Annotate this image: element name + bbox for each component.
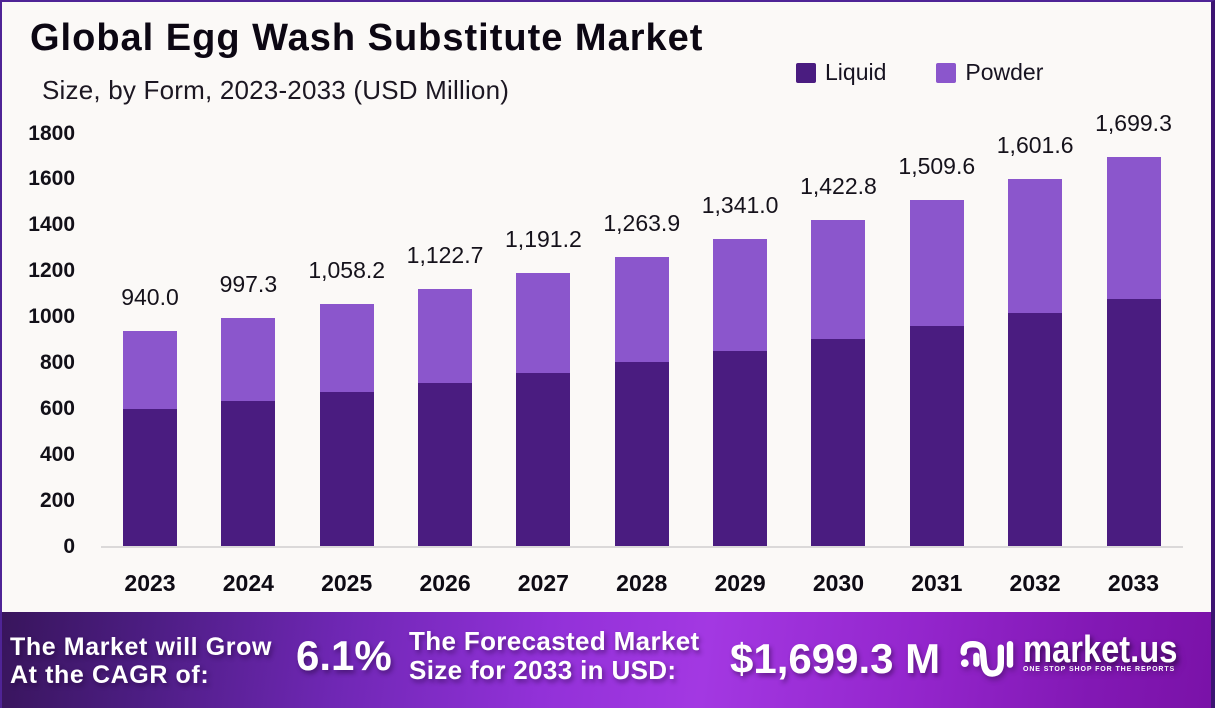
bar-2029-powder <box>713 238 768 351</box>
y-axis-tick-1800: 1800 <box>28 121 75 145</box>
x-axis-tick-2029: 2029 <box>714 570 766 596</box>
bar-2033-liquid <box>1106 298 1161 547</box>
marketus-logo: market.us ONE STOP SHOP FOR THE REPORTS <box>958 628 1203 678</box>
forecast-value: $1,699.3 M <box>730 635 941 682</box>
legend-swatch-powder <box>936 62 957 83</box>
footer-banner: The Market will Grow At the CAGR of: 6.1… <box>2 612 1211 708</box>
x-axis-line <box>101 546 1183 548</box>
bar-2025-liquid <box>319 392 374 547</box>
bar-total-label-2025: 1,058.2 <box>308 256 386 283</box>
x-axis-tick-2024: 2024 <box>222 570 274 596</box>
bar-2029-liquid <box>713 350 768 547</box>
legend-label-powder: Powder <box>965 59 1044 85</box>
x-axis-tick-2030: 2030 <box>812 570 865 596</box>
x-axis-tick-2023: 2023 <box>124 570 176 596</box>
bar-total-label-2026: 1,122.7 <box>406 241 484 268</box>
x-axis-tick-2025: 2025 <box>321 570 373 596</box>
brand-tagline: ONE STOP SHOP FOR THE REPORTS <box>1023 666 1176 673</box>
x-axis-tick-2026: 2026 <box>419 570 471 596</box>
bar-2030-powder <box>811 220 866 339</box>
bar-total-label-2024: 997.3 <box>219 270 278 297</box>
bar-total-label-2023: 940.0 <box>121 283 179 310</box>
y-axis-tick-800: 800 <box>39 350 75 374</box>
legend-label-liquid: Liquid <box>825 59 887 85</box>
bar-2032-powder <box>1008 179 1063 313</box>
legend-item-powder: Powder <box>936 59 1043 86</box>
bar-2031-powder <box>909 200 964 327</box>
cagr-label: The Market will Grow At the CAGR of: <box>10 633 273 689</box>
stacked-bar-chart: 0 200 400 600 800 1000 1200 1400 1600 1800 940.0 20… <box>2 2 1211 614</box>
bar-2027-liquid <box>516 372 571 547</box>
y-axis-tick-400: 400 <box>39 442 75 466</box>
bar-2024-powder <box>221 317 276 401</box>
x-axis-tick-2033: 2033 <box>1107 570 1160 596</box>
y-axis-tick-1600: 1600 <box>28 167 75 191</box>
bar-2028-liquid <box>614 362 669 547</box>
y-axis-tick-0: 0 <box>63 534 75 558</box>
x-axis-tick-2028: 2028 <box>616 570 668 596</box>
bar-total-label-2029: 1,341.0 <box>701 191 779 218</box>
y-axis-tick-1000: 1000 <box>28 305 75 329</box>
legend-item-liquid: Liquid <box>796 59 886 86</box>
x-axis-tick-2032: 2032 <box>1009 570 1061 596</box>
bar-2025-powder <box>319 303 374 393</box>
chart-legend: Liquid Powder <box>796 59 1043 86</box>
bar-total-label-2028: 1,263.9 <box>603 209 681 236</box>
bar-2027-powder <box>516 273 571 373</box>
bar-2030-liquid <box>811 338 866 547</box>
bar-total-label-2030: 1,422.8 <box>800 173 877 200</box>
bar-2024-liquid <box>221 400 276 547</box>
y-axis-tick-1400: 1400 <box>28 213 75 237</box>
marketus-logo-icon <box>960 640 1014 677</box>
bar-total-label-2027: 1,191.2 <box>505 226 582 253</box>
bar-2026-powder <box>418 288 473 383</box>
bar-total-label-2033: 1,699.3 <box>1095 109 1172 136</box>
y-axis-tick-600: 600 <box>39 396 75 420</box>
bar-total-label-2032: 1,601.6 <box>996 132 1074 159</box>
chart-title: Global Egg Wash Substitute Market <box>30 17 704 59</box>
bar-2023-powder <box>123 330 177 410</box>
marketus-logo-text: market.us ONE STOP SHOP FOR THE REPORTS <box>1023 628 1203 673</box>
bar-2026-liquid <box>418 382 473 547</box>
x-axis-tick-2027: 2027 <box>517 570 569 596</box>
bar-2031-liquid <box>909 326 964 547</box>
bar-2028-powder <box>614 256 669 363</box>
bar-2032-liquid <box>1008 312 1063 547</box>
bar-2023-liquid <box>123 409 177 547</box>
cagr-value: 6.1% <box>296 632 392 679</box>
legend-swatch-liquid <box>796 62 816 83</box>
chart-subtitle: Size, by Form, 2023-2033 (USD Million) <box>42 75 510 105</box>
y-axis-tick-200: 200 <box>39 488 75 512</box>
brand-name: market.us <box>1023 629 1178 671</box>
y-axis-tick-1200: 1200 <box>28 259 75 283</box>
x-axis-tick-2031: 2031 <box>911 570 963 596</box>
bar-total-label-2031: 1,509.6 <box>898 153 976 180</box>
bar-2033-powder <box>1106 156 1161 299</box>
forecast-label: The Forecasted Market Size for 2033 in U… <box>409 626 700 685</box>
